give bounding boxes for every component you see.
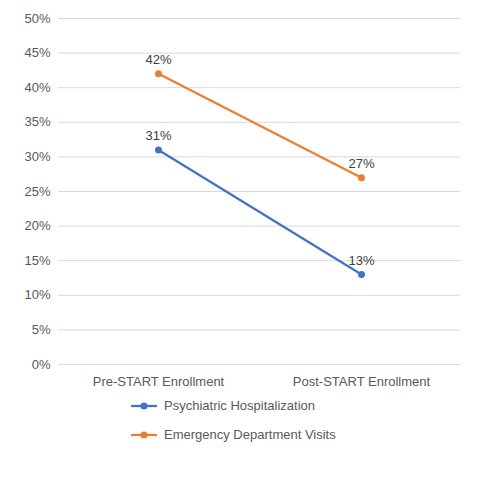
svg-text:20%: 20%	[24, 218, 50, 233]
svg-text:Pre-START Enrollment: Pre-START Enrollment	[93, 374, 225, 389]
svg-text:31%: 31%	[145, 128, 171, 143]
svg-text:27%: 27%	[348, 156, 374, 171]
svg-text:30%: 30%	[24, 149, 50, 164]
svg-text:50%: 50%	[24, 11, 50, 26]
svg-text:42%: 42%	[145, 52, 171, 67]
svg-text:13%: 13%	[348, 253, 374, 268]
svg-text:10%: 10%	[24, 287, 50, 302]
html-text:Psychiatric Hospitalization: Psychiatric Hospitalization	[164, 398, 315, 413]
svg-text:0%: 0%	[32, 357, 51, 372]
svg-text:Post-START Enrollment: Post-START Enrollment	[293, 374, 431, 389]
html-text:Emergency Department Visits: Emergency Department Visits	[164, 427, 336, 442]
svg-text:45%: 45%	[24, 45, 50, 60]
svg-text:15%: 15%	[24, 253, 50, 268]
svg-text:35%: 35%	[24, 114, 50, 129]
svg-text:5%: 5%	[32, 322, 51, 337]
svg-text:25%: 25%	[24, 184, 50, 199]
svg-text:40%: 40%	[24, 80, 50, 95]
